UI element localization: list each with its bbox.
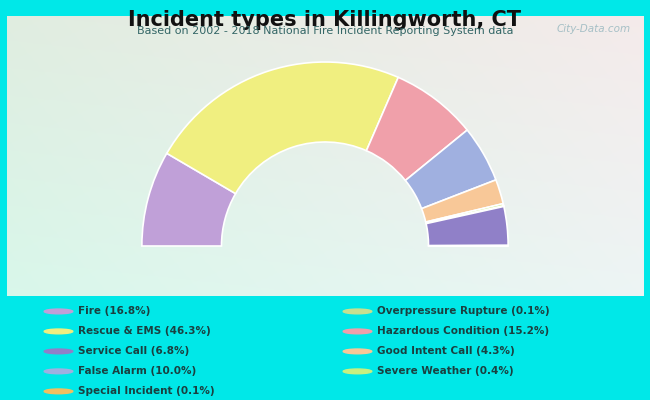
Text: Incident types in Killingworth, CT: Incident types in Killingworth, CT: [129, 10, 521, 30]
Wedge shape: [167, 62, 398, 194]
Circle shape: [44, 349, 73, 354]
Text: Based on 2002 - 2018 National Fire Incident Reporting System data: Based on 2002 - 2018 National Fire Incid…: [136, 26, 514, 36]
Text: Good Intent Call (4.3%): Good Intent Call (4.3%): [377, 346, 515, 356]
Text: Special Incident (0.1%): Special Incident (0.1%): [78, 386, 214, 396]
Circle shape: [44, 389, 73, 394]
Text: Overpressure Rupture (0.1%): Overpressure Rupture (0.1%): [377, 306, 550, 316]
Wedge shape: [367, 77, 467, 180]
Circle shape: [44, 369, 73, 374]
Wedge shape: [426, 204, 504, 223]
Circle shape: [343, 309, 372, 314]
Circle shape: [343, 369, 372, 374]
Circle shape: [343, 349, 372, 354]
Circle shape: [44, 329, 73, 334]
Text: City-Data.com: City-Data.com: [556, 24, 630, 34]
Wedge shape: [406, 130, 496, 209]
Text: Rescue & EMS (46.3%): Rescue & EMS (46.3%): [78, 326, 211, 336]
Text: Hazardous Condition (15.2%): Hazardous Condition (15.2%): [377, 326, 549, 336]
Wedge shape: [422, 180, 503, 222]
Circle shape: [343, 329, 372, 334]
Text: Service Call (6.8%): Service Call (6.8%): [78, 346, 189, 356]
Wedge shape: [426, 206, 508, 246]
Wedge shape: [426, 206, 504, 224]
Text: False Alarm (10.0%): False Alarm (10.0%): [78, 366, 196, 376]
Text: Severe Weather (0.4%): Severe Weather (0.4%): [377, 366, 514, 376]
Text: Fire (16.8%): Fire (16.8%): [78, 306, 150, 316]
Wedge shape: [142, 153, 235, 246]
Circle shape: [44, 309, 73, 314]
